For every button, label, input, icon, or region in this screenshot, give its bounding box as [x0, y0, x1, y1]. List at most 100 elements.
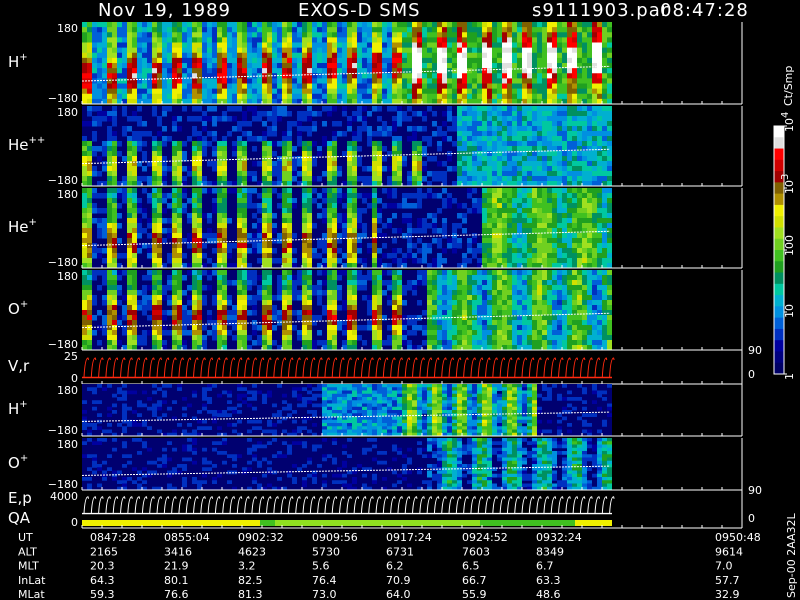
- colorbar-tick: 103: [780, 174, 796, 194]
- panel-ymin-2: −180: [48, 256, 78, 269]
- panel-ymax-1: 180: [57, 106, 78, 119]
- panel-label-6: O+: [8, 453, 28, 472]
- panel-ymin-0: −180: [48, 92, 78, 105]
- time-row-value: 21.9: [164, 560, 189, 573]
- panel-ymin-3: −180: [48, 338, 78, 351]
- time-axis: UT 0847:28 0855:04 0902:32 0909:56 0917:24 092…: [18, 531, 761, 600]
- time-row-value: 5730: [312, 545, 340, 558]
- time-row-value: 81.3: [238, 588, 263, 600]
- time-row-value: 64.0: [386, 588, 411, 600]
- colorbar-swatch: [774, 216, 784, 228]
- panel-ymin-1: −180: [48, 174, 78, 187]
- colorbar-swatch: [774, 126, 784, 138]
- panel-ymax-4: 25: [64, 350, 78, 363]
- colorbar-swatch: [774, 227, 784, 240]
- time-row-value: 0847:28: [90, 531, 136, 544]
- panel-ymin-4: 0: [71, 372, 78, 385]
- panel-ymin-6: −180: [48, 478, 78, 491]
- colorbar: Ct/Smp 1 10 100 103 104: [773, 66, 796, 380]
- panel-ymax-6: 180: [57, 438, 78, 451]
- time-row-name: MLT: [18, 560, 39, 573]
- time-row-value: 9614: [715, 545, 743, 558]
- time-row-value: 6.5: [462, 560, 480, 573]
- panel-label-3: O+: [8, 299, 28, 318]
- time-row-value: 4623: [238, 545, 266, 558]
- colorbar-swatch: [774, 204, 784, 217]
- panel-label-7: E,p: [8, 489, 32, 507]
- colorbar-swatch: [774, 317, 784, 330]
- time-row-value: 59.3: [90, 588, 115, 600]
- panel-label-sup-0: +: [19, 52, 27, 63]
- panel-ymax-2: 180: [57, 188, 78, 201]
- panel-label-sup-5: +: [19, 399, 27, 410]
- time-row-name: UT: [18, 531, 33, 544]
- time-row-value: 2165: [90, 545, 118, 558]
- header-time: 08:47:28: [660, 0, 749, 21]
- colorbar-tick: 100: [783, 235, 796, 256]
- time-row-value: 55.9: [462, 588, 487, 600]
- colorbar-swatch: [774, 182, 784, 195]
- colorbar-swatch: [774, 159, 784, 172]
- colorbar-tick: 10: [783, 304, 796, 318]
- time-row-value: 3416: [164, 545, 192, 558]
- time-row-value: 6.2: [386, 560, 404, 573]
- panel-label-sup-6: +: [20, 453, 28, 464]
- colorbar-swatch: [774, 295, 784, 307]
- colorbar-swatch: [774, 306, 784, 319]
- panel-label-2: He+: [8, 217, 37, 236]
- time-row-value: 0855:04: [164, 531, 210, 544]
- side-note: Sep-00 2AA32L: [785, 512, 798, 598]
- panel-7: E,p QA 4000 0 90 0: [8, 484, 762, 529]
- time-row-value: 66.7: [462, 574, 487, 587]
- panel-label-sup-3: +: [20, 299, 28, 310]
- time-row-name: MLat: [18, 588, 45, 600]
- time-row-value: 70.9: [386, 574, 411, 587]
- time-row-value: 48.6: [536, 588, 561, 600]
- panel-ymin-5: −180: [48, 424, 78, 437]
- colorbar-swatch: [774, 148, 784, 161]
- time-row-name: InLat: [18, 574, 46, 587]
- time-row-value: 76.4: [312, 574, 337, 587]
- time-row-value: 20.3: [90, 560, 115, 573]
- time-row-value: 57.7: [715, 574, 740, 587]
- time-row-value: 63.3: [536, 574, 561, 587]
- panel-label-sup-2: +: [29, 217, 37, 228]
- colorbar-swatch: [774, 328, 784, 341]
- panel-3: O+ 180 −180: [8, 270, 743, 351]
- panel-label-0: H+: [8, 52, 28, 71]
- panel-ymin-7: 0: [71, 516, 78, 529]
- colorbar-swatch: [774, 171, 784, 183]
- panel-rmin-4: 0: [748, 368, 755, 381]
- time-row-value: 73.0: [312, 588, 337, 600]
- panel-label-sup-1: ++: [29, 135, 46, 146]
- time-row-value: 0909:56: [312, 531, 358, 544]
- panel-label-1: He++: [8, 135, 45, 154]
- panel-ymax-0: 180: [57, 22, 78, 35]
- panels-group: H+180−180He++180−180He+180−180O+180−180V…: [8, 22, 762, 529]
- time-row-value: 8349: [536, 545, 564, 558]
- time-row-value: 64.3: [90, 574, 115, 587]
- colorbar-swatch: [774, 261, 784, 274]
- time-row-value: 0917:24: [386, 531, 432, 544]
- header-instrument: EXOS-D SMS: [298, 0, 421, 21]
- panel-label-4: V,r: [8, 357, 30, 375]
- colorbar-tick: 1: [783, 373, 796, 380]
- colorbar-swatch: [774, 137, 784, 150]
- time-row-name: ALT: [18, 545, 37, 558]
- time-row-value: 6731: [386, 545, 414, 558]
- panel-rmax-7: 90: [748, 484, 762, 497]
- time-row-value: 32.9: [715, 588, 740, 600]
- panel-1: He++ 180 −180: [8, 106, 743, 187]
- colorbar-swatch: [774, 340, 784, 352]
- time-row-value: 5.6: [312, 560, 330, 573]
- time-row-value: 82.5: [238, 574, 263, 587]
- time-row-value: 0924:52: [462, 531, 508, 544]
- panel-2: He+ 180 −180: [8, 188, 743, 269]
- time-row-value: 6.7: [536, 560, 554, 573]
- panel-ymax-7: 4000: [50, 490, 78, 503]
- time-row-value: 80.1: [164, 574, 189, 587]
- time-row-value: 76.6: [164, 588, 189, 600]
- panel-rmin-7: 0: [748, 512, 755, 525]
